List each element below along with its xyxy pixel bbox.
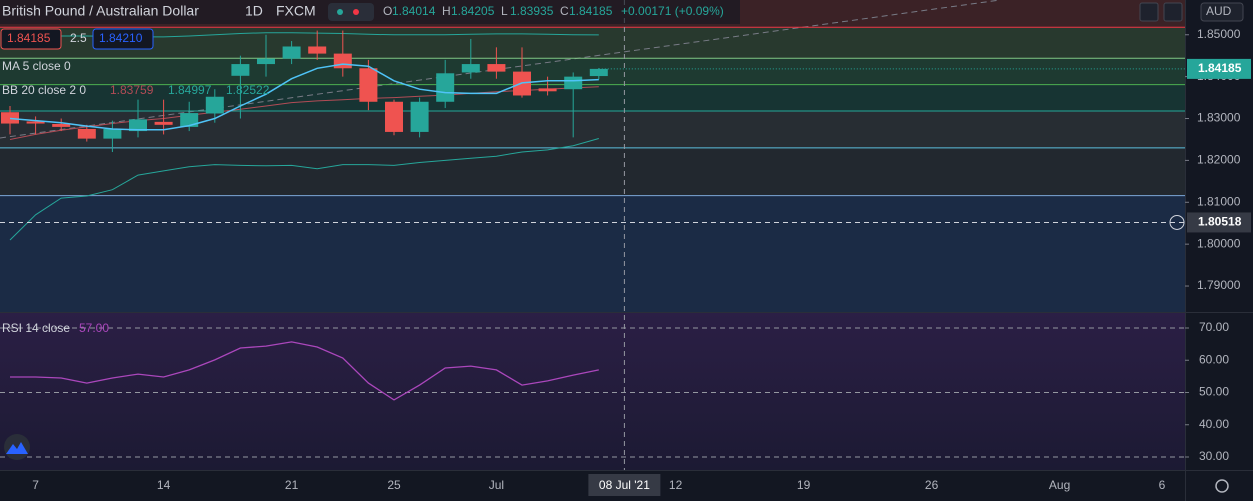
candle-body bbox=[538, 88, 557, 92]
bid: 1.84185 bbox=[7, 31, 51, 45]
candle-body bbox=[589, 68, 608, 77]
rsi-line bbox=[10, 341, 599, 401]
interval: 1D bbox=[245, 3, 263, 19]
ohlc-value: 1.83935 bbox=[510, 4, 554, 18]
crosshair-y-label: 1.80518 bbox=[1198, 215, 1242, 229]
candle-body bbox=[180, 113, 199, 127]
x-tick-label: Jul bbox=[489, 478, 504, 492]
x-tick-label: 25 bbox=[387, 478, 401, 492]
y-tick-label: 1.81000 bbox=[1197, 194, 1241, 208]
ohlc-value: 1.84185 bbox=[569, 4, 613, 18]
x-tick-label: 21 bbox=[285, 478, 299, 492]
bid-box bbox=[0, 28, 62, 50]
candle-body bbox=[77, 128, 96, 139]
status-dot bbox=[337, 9, 343, 15]
ohlc-key: H bbox=[442, 4, 451, 18]
y-tick-label: 1.85000 bbox=[1197, 27, 1241, 41]
y-tick-label: 40.00 bbox=[1199, 417, 1229, 431]
bb-legend: BB 20 close 2 0 bbox=[2, 83, 86, 97]
candle-body bbox=[154, 121, 173, 125]
ma-legend: MA 5 close 0 bbox=[2, 59, 71, 73]
level-band bbox=[0, 147, 1185, 196]
ohlc-key: L bbox=[501, 4, 508, 18]
candle-body bbox=[1, 112, 19, 124]
candle-body bbox=[103, 128, 122, 139]
x-tick-label: 7 bbox=[32, 478, 39, 492]
candle-body bbox=[333, 53, 352, 69]
exchange: FXCM bbox=[276, 3, 316, 19]
bb-legend-value: 1.84997 bbox=[168, 83, 212, 97]
logo bbox=[4, 434, 30, 460]
ask-box bbox=[92, 28, 154, 50]
x-tick-label: 19 bbox=[797, 478, 811, 492]
scroll-button[interactable] bbox=[1139, 2, 1159, 22]
x-tick-label: 26 bbox=[925, 478, 939, 492]
bollinger-line bbox=[9, 138, 599, 241]
status-dot bbox=[353, 9, 359, 15]
status-pill bbox=[328, 3, 374, 21]
candle-body bbox=[359, 68, 378, 102]
candle-body bbox=[385, 101, 403, 132]
candle-body bbox=[436, 73, 455, 102]
crosshair-plus bbox=[1169, 214, 1185, 230]
ask: 1.84210 bbox=[99, 31, 143, 45]
reset-button[interactable] bbox=[1163, 2, 1183, 22]
candle-body bbox=[257, 58, 275, 65]
candle-body bbox=[129, 119, 147, 132]
ohlc-value: 1.84014 bbox=[392, 4, 436, 18]
last-price-label: 1.84185 bbox=[1198, 61, 1242, 75]
currency-box bbox=[1200, 2, 1244, 22]
y-tick-label: 50.00 bbox=[1199, 385, 1229, 399]
candle-body bbox=[205, 96, 224, 114]
candle-body bbox=[461, 64, 480, 73]
rsi-legend-value: 57.00 bbox=[79, 321, 109, 335]
candle-body bbox=[52, 123, 71, 127]
ohlc-key: C bbox=[560, 4, 569, 18]
x-tick-label: 6 bbox=[1159, 478, 1166, 492]
y-tick-label: 1.83000 bbox=[1197, 111, 1241, 125]
x-tick-label: 12 bbox=[669, 478, 683, 492]
level-band bbox=[0, 195, 1185, 312]
symbol-title: British Pound / Australian Dollar bbox=[2, 3, 199, 19]
currency: AUD bbox=[1206, 4, 1232, 18]
level-band bbox=[0, 84, 1185, 111]
ohlc-value: 1.84205 bbox=[451, 4, 495, 18]
x-tick-label: Aug bbox=[1049, 478, 1070, 492]
last-price-box bbox=[1187, 58, 1251, 79]
logo-mark bbox=[6, 442, 28, 454]
level-band bbox=[0, 27, 1185, 59]
y-tick-label: 1.82000 bbox=[1197, 153, 1241, 167]
rsi-legend: RSI 14 close bbox=[2, 321, 70, 335]
spread: 2.5 bbox=[70, 31, 87, 45]
ma-line bbox=[9, 63, 599, 131]
crosshair-x-label: 08 Jul '21 bbox=[599, 478, 650, 492]
candle-body bbox=[26, 121, 45, 124]
candle-body bbox=[487, 64, 506, 72]
x-tick-label: 14 bbox=[157, 478, 171, 492]
candle-body bbox=[564, 76, 583, 90]
change: +0.00171 (+0.09%) bbox=[621, 4, 724, 18]
settings-icon[interactable] bbox=[1215, 479, 1229, 493]
y-tick-label: 1.79000 bbox=[1197, 278, 1241, 292]
ohlc-key: O bbox=[383, 4, 392, 18]
y-tick-label: 70.00 bbox=[1199, 320, 1229, 334]
crosshair-x-box bbox=[588, 474, 661, 496]
bb-legend-value: 1.82522 bbox=[226, 83, 270, 97]
candle-body bbox=[308, 46, 327, 54]
candle-body bbox=[231, 64, 250, 76]
candle-body bbox=[282, 46, 301, 59]
y-tick-label: 60.00 bbox=[1199, 352, 1229, 366]
crosshair-y-box bbox=[1187, 212, 1251, 233]
y-tick-label: 30.00 bbox=[1199, 449, 1229, 463]
y-tick-label: 1.80000 bbox=[1197, 236, 1241, 250]
rsi-pane bbox=[0, 313, 1185, 470]
bb-legend-value: 1.83759 bbox=[110, 83, 154, 97]
candle-body bbox=[410, 101, 429, 132]
